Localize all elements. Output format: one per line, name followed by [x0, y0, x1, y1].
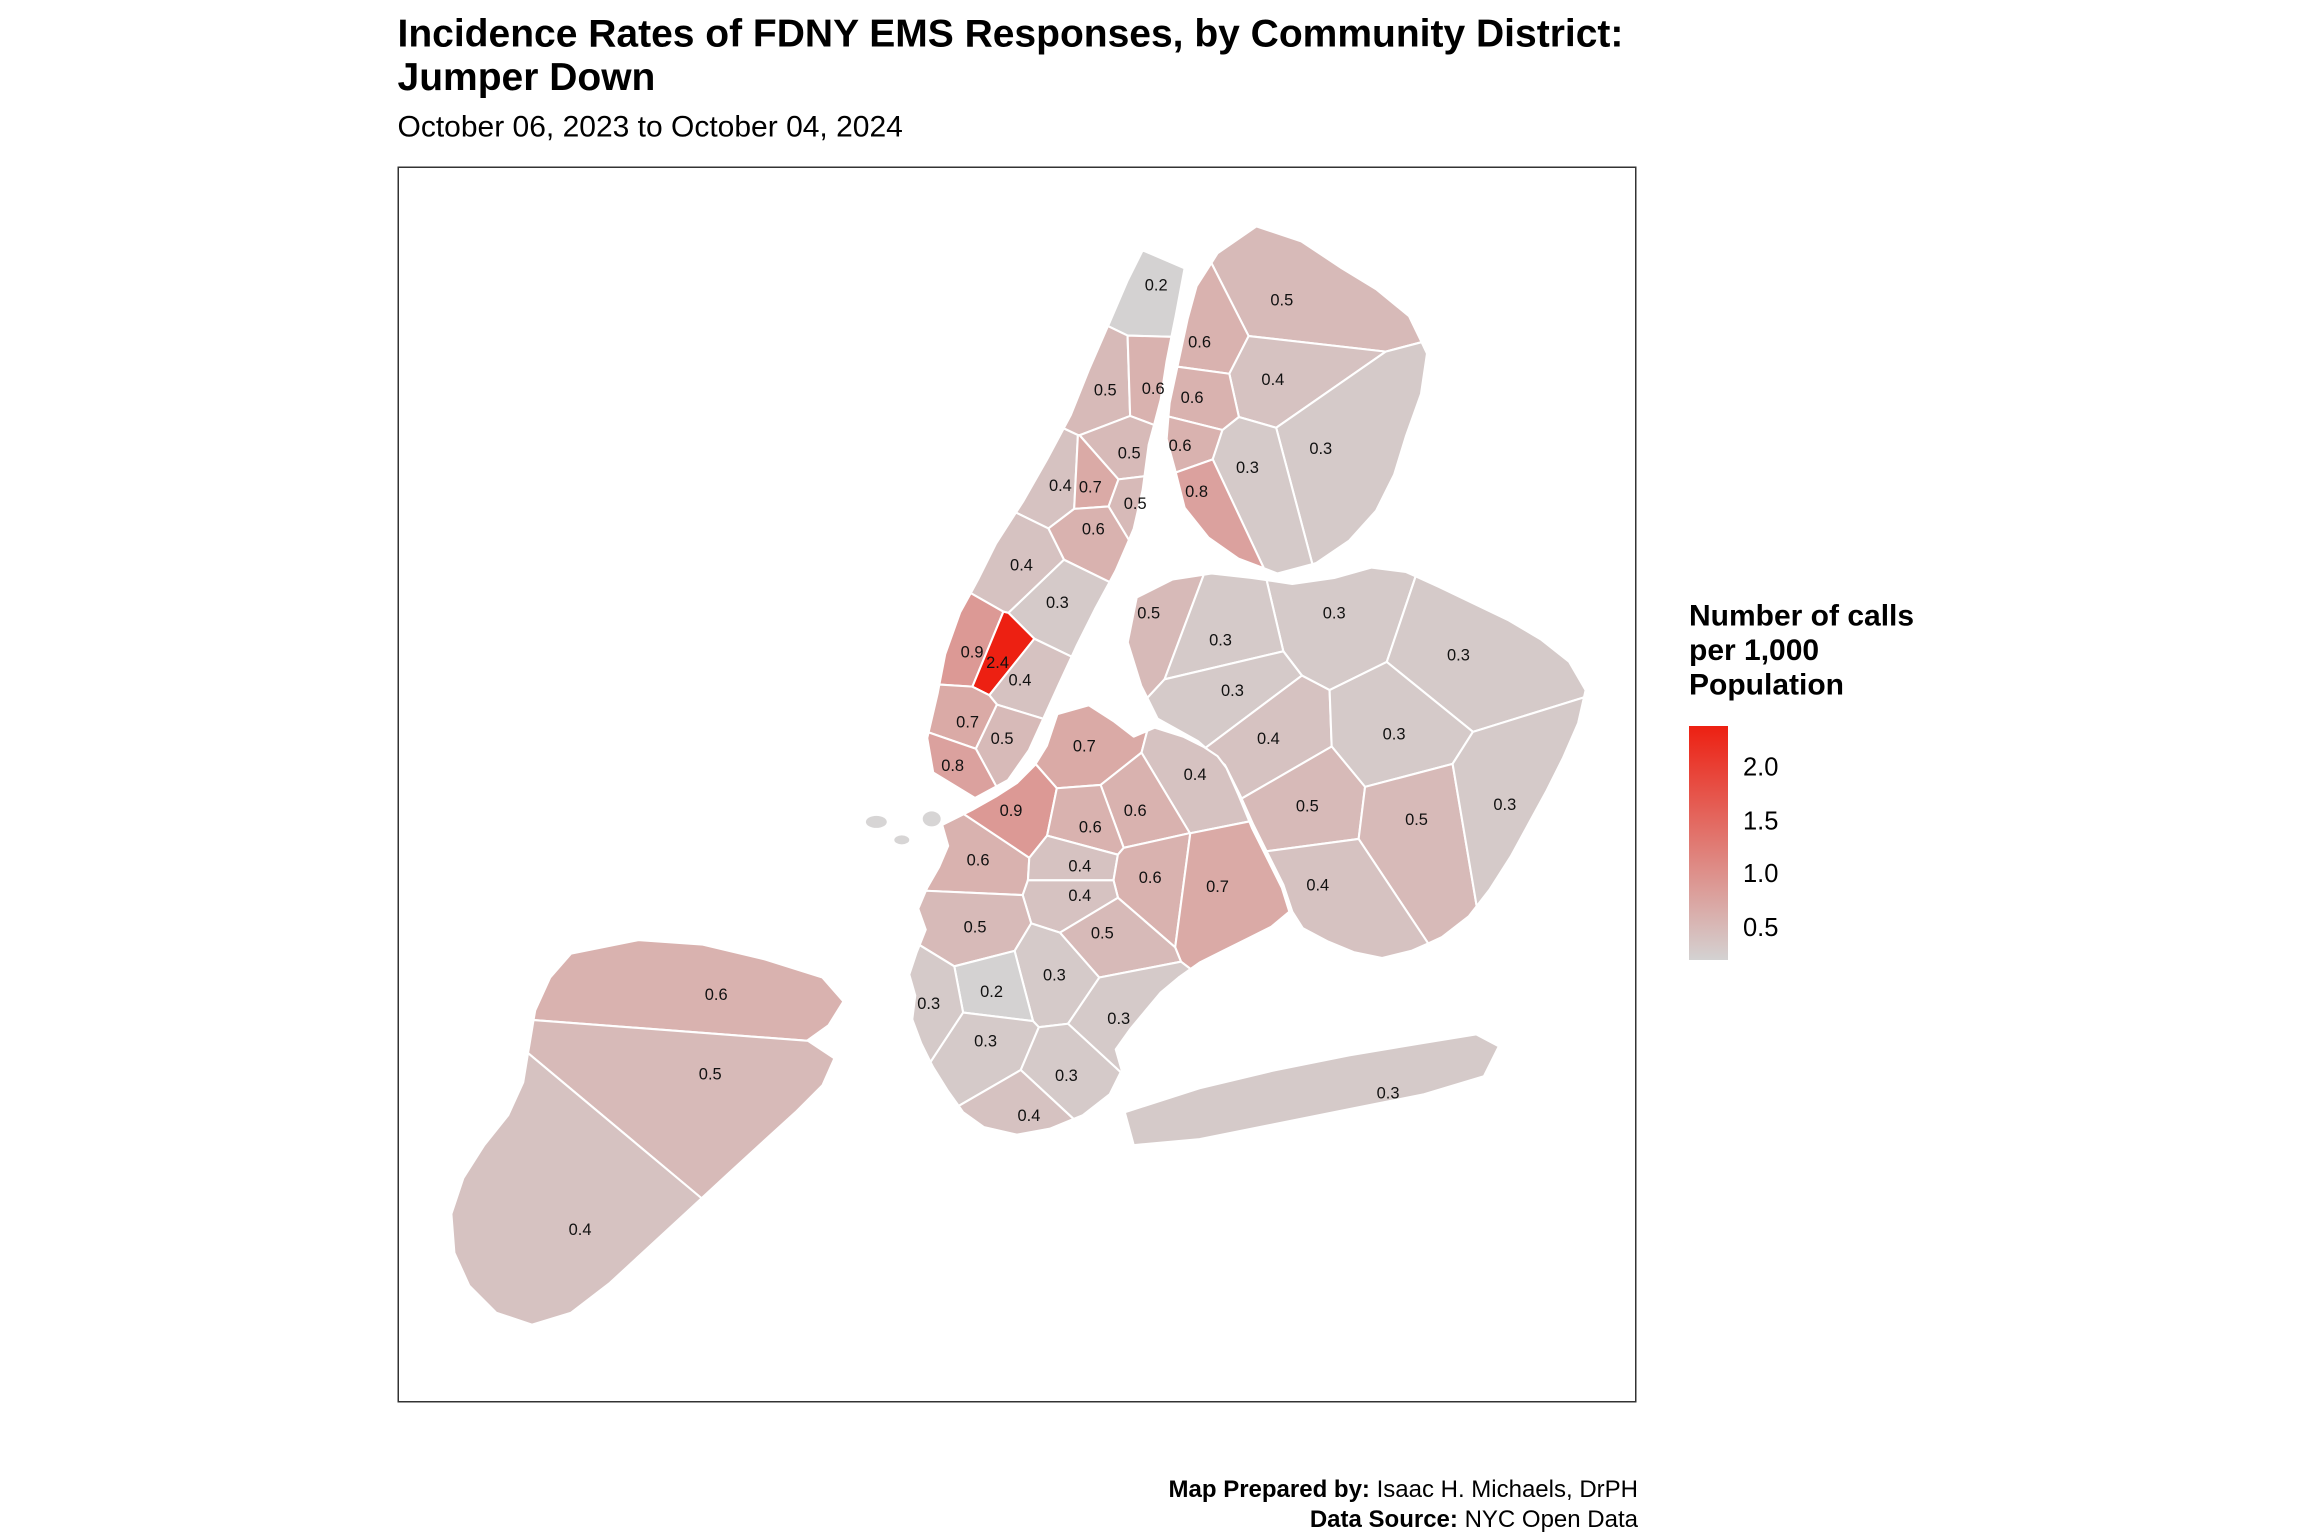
district-value-label: 0.5: [991, 730, 1014, 748]
district-value-label: 0.6: [1181, 389, 1204, 407]
legend-tick-label: 1.5: [1743, 806, 1779, 836]
page-subtitle: October 06, 2023 to October 04, 2024: [397, 111, 903, 144]
legend-tick-label: 2.0: [1743, 753, 1779, 783]
district-region: [1211, 415, 1314, 575]
district-value-label: 0.6: [1082, 521, 1105, 539]
district-region: [1265, 837, 1430, 960]
district-value-label: 0.6: [1124, 802, 1147, 820]
district-value-label: 0.5: [1296, 797, 1319, 815]
page-title: Incidence Rates of FDNY EMS Responses, b…: [397, 10, 1778, 99]
district-value-label: 0.2: [980, 983, 1003, 1001]
data-source-label: Data Source:: [1309, 1507, 1458, 1534]
district-region: [1066, 960, 1192, 1074]
district-value-label: 0.3: [1493, 796, 1516, 814]
district-value-label: 0.3: [1043, 967, 1066, 985]
data-source-value: NYC Open Data: [1457, 1507, 1638, 1534]
district-value-label: 0.5: [964, 919, 987, 937]
district-region: [926, 731, 998, 800]
district-value-label: 0.3: [974, 1032, 997, 1050]
district-value-label: 0.4: [1306, 877, 1329, 895]
legend-title: Number of calls per 1,000 Population: [1689, 600, 2004, 704]
district-value-label: 0.5: [1137, 604, 1160, 622]
district-value-label: 0.6: [1139, 869, 1162, 887]
district-value-label: 0.6: [1188, 334, 1211, 352]
district-value-label: 0.8: [1185, 483, 1208, 501]
district-value-label: 0.4: [1068, 857, 1091, 875]
district-value-label: 0.5: [1124, 495, 1147, 513]
footer-prepared-by: Map Prepared by: Isaac H. Michaels, DrPH: [398, 1476, 1638, 1506]
district-value-label: 0.7: [1079, 479, 1102, 497]
district-region: [532, 939, 845, 1042]
district-value-label: 0.4: [1018, 1107, 1041, 1125]
footer: Map Prepared by: Isaac H. Michaels, DrPH…: [398, 1476, 1638, 1536]
district-region: [957, 1068, 1075, 1136]
small-island: [922, 811, 941, 827]
district-value-label: 0.5: [699, 1065, 722, 1083]
district-region: [1275, 341, 1429, 566]
nyc-map-svg: 0.20.5 0.60.50.4 0.70.50.60.40.30.92.40.40…: [450, 225, 1587, 1326]
district-value-label: 0.7: [1206, 878, 1229, 896]
district-value-label: 0.7: [1073, 738, 1096, 756]
page-title-line1: Incidence Rates of FDNY EMS Responses, b…: [397, 10, 1624, 56]
district-value-label: 0.3: [1236, 459, 1259, 477]
district-value-label: 0.7: [956, 714, 979, 732]
legend-gradient-bar: [1689, 726, 1728, 960]
legend: Number of calls per 1,000 Population: [1689, 600, 2004, 704]
district-region: [1146, 650, 1303, 749]
district-value-label: 2.4: [986, 654, 1009, 672]
district-value-label: 0.4: [1068, 887, 1091, 905]
district-value-label: 0.3: [1209, 631, 1232, 649]
footer-data-source: Data Source: NYC Open Data: [398, 1506, 1638, 1536]
legend-title-line3: Population: [1689, 669, 1844, 702]
prepared-by-value: Isaac H. Michaels, DrPH: [1369, 1477, 1638, 1504]
district-value-label: 0.5: [1270, 292, 1293, 310]
district-region: [450, 1052, 703, 1326]
district-value-label: 0.3: [1107, 1010, 1130, 1028]
district-region: [1174, 458, 1265, 570]
district-value-label: 0.4: [1049, 477, 1072, 495]
district-value-label: 0.2: [1145, 277, 1168, 295]
district-value-label: 0.5: [1118, 444, 1141, 462]
small-island: [865, 815, 887, 828]
legend-tick-label: 0.5: [1743, 913, 1779, 942]
district-value-label: 0.4: [1010, 557, 1033, 575]
district-value-label: 0.3: [1383, 726, 1406, 744]
district-value-label: 0.3: [1055, 1067, 1078, 1085]
district-region: [1451, 696, 1586, 908]
legend-title-line1: Number of calls: [1689, 600, 1915, 633]
district-value-label: 0.6: [1169, 437, 1192, 455]
small-island: [894, 835, 910, 845]
district-value-label: 0.3: [1046, 594, 1069, 612]
district-value-label: 0.8: [941, 757, 964, 775]
district-value-label: 0.3: [1377, 1085, 1400, 1103]
legend-ticks: 2.0 1.5 1.0 0.5: [1743, 0, 1848, 1536]
district-value-label: 0.5: [1091, 925, 1114, 943]
district-value-label: 0.9: [961, 643, 984, 661]
legend-tick-label: 1.0: [1743, 859, 1779, 889]
district-value-label: 0.3: [1221, 682, 1244, 700]
district-value-label: 0.5: [1094, 381, 1117, 399]
district-value-label: 0.6: [967, 851, 990, 869]
district-region: [1123, 1033, 1500, 1147]
district-value-label: 0.6: [705, 986, 728, 1004]
district-value-label: 0.3: [1447, 646, 1470, 664]
map-panel: 0.2 0.5 0.6 0.5 0.4 0.7 0.5 0.6 0.4 0.3 0.9 2.4 0.4 0…: [397, 166, 1637, 1403]
district-value-label: 0.4: [1261, 371, 1284, 389]
prepared-by-label: Map Prepared by:: [1168, 1477, 1370, 1504]
district-value-label: 0.5: [1405, 811, 1428, 829]
district-value-label: 0.4: [1184, 766, 1207, 784]
district-value-label: 0.4: [1009, 672, 1032, 690]
page-title-line2: Jumper Down: [397, 54, 656, 99]
district-value-label: 0.3: [917, 995, 940, 1013]
district-value-label: 0.4: [1257, 730, 1280, 748]
district-value-label: 0.6: [1079, 818, 1102, 836]
district-value-label: 0.3: [1323, 604, 1346, 622]
district-value-label: 0.3: [1309, 440, 1332, 458]
district-value-label: 0.4: [569, 1221, 592, 1239]
district-value-label: 0.9: [1000, 802, 1023, 820]
district-region: [526, 1018, 836, 1200]
district-value-label: 0.6: [1142, 380, 1165, 398]
legend-title-line2: per 1,000: [1689, 634, 1820, 668]
